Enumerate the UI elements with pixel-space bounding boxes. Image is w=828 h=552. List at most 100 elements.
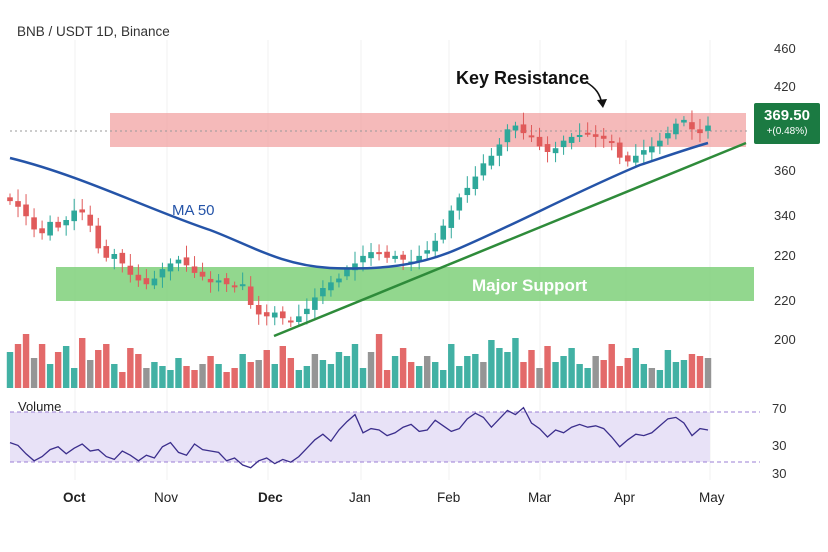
x-tick-label: Jan (349, 490, 371, 505)
support-zone (56, 267, 754, 301)
candle-body (7, 197, 13, 202)
y-tick-label: 220 (774, 248, 796, 263)
candle-body (119, 252, 126, 264)
volume-bar (54, 352, 62, 388)
volume-bar (78, 338, 86, 388)
volume-bar (608, 344, 615, 388)
candle-body (79, 209, 86, 213)
volume-bar (30, 358, 38, 388)
volume-bar (536, 368, 543, 388)
resistance-zone (110, 113, 746, 147)
candle-body (681, 119, 687, 123)
candle-body (472, 176, 479, 190)
last-price: 369.50 (764, 107, 810, 124)
candle-body (135, 274, 142, 281)
volume-bar (46, 364, 54, 388)
volume-bar (14, 344, 22, 388)
candle-body (488, 155, 495, 166)
candle-body (544, 144, 551, 152)
volume-bar (696, 356, 704, 388)
candle-body (360, 255, 366, 263)
x-tick-label: Dec (258, 490, 283, 505)
candle-body (95, 225, 102, 249)
candle-body (199, 271, 206, 277)
candle-body (127, 265, 134, 275)
x-tick-label: Mar (528, 490, 552, 505)
x-tick-label: Feb (437, 490, 460, 505)
volume-bar (87, 360, 94, 388)
volume-bar (656, 370, 664, 388)
candle-body (31, 217, 37, 230)
candle-body (592, 134, 599, 137)
ma50-line (9, 141, 709, 270)
candle-body (215, 280, 222, 283)
candle-body (464, 187, 471, 196)
volume-bar (327, 364, 335, 388)
volume-bar (223, 372, 230, 388)
last-price-badge: 369.50 +(0.48%) (754, 103, 820, 144)
candle-body (536, 136, 543, 147)
candle-body (279, 311, 286, 319)
volume-bar (616, 366, 623, 388)
oscillator-title: Volume (18, 399, 61, 414)
x-tick-label: May (699, 490, 725, 505)
volume-bar (151, 362, 158, 388)
candle-body (111, 254, 118, 259)
volume-bar (22, 334, 30, 388)
volume-bar (488, 340, 495, 388)
candle-body (55, 221, 61, 228)
candle-body (71, 210, 77, 222)
volume-bar (584, 368, 591, 388)
volume-bar (215, 364, 222, 388)
volume-bar (119, 372, 126, 388)
candle-body (480, 163, 487, 176)
volume-bar (576, 364, 583, 388)
candle-body (175, 259, 182, 264)
candle-body (528, 135, 535, 138)
volume-bar (127, 348, 134, 388)
volume-bar (704, 358, 712, 388)
candle-body (223, 278, 230, 285)
volume-bar (399, 348, 407, 388)
candle-body (552, 148, 559, 154)
volume-bar (311, 354, 319, 388)
osc-y-tick-label: 30 (772, 466, 786, 481)
volume-bar (560, 356, 567, 388)
candle-body (263, 312, 270, 317)
candle-body (600, 135, 607, 139)
candle-body (328, 282, 334, 291)
candle-body (39, 228, 45, 234)
volume-bar (103, 344, 110, 388)
volume-bar (167, 370, 174, 388)
candle-body (320, 288, 326, 297)
volume-bar (415, 366, 423, 388)
candle-body (255, 305, 262, 315)
y-tick-label: 460 (774, 41, 796, 56)
candle-body (416, 255, 422, 262)
volume-bar (38, 344, 46, 388)
volume-bar (528, 350, 535, 388)
candle-body (368, 252, 374, 259)
volume-bar (111, 364, 118, 388)
candle-body (649, 146, 655, 153)
oscillator-line (9, 406, 709, 469)
volume-bar (568, 348, 575, 388)
candle-body (624, 155, 631, 162)
volume-bar (199, 364, 206, 388)
candle-body (183, 257, 190, 266)
volume-bar (6, 352, 14, 388)
candle-body (151, 278, 158, 286)
y-tick-label: 360 (774, 163, 796, 178)
volume-bar (239, 354, 246, 388)
candle-body (312, 297, 318, 310)
candle-body (304, 308, 310, 315)
candle-body (665, 133, 671, 139)
volume-bar (552, 362, 559, 388)
candle-body (576, 135, 583, 137)
candle-body (697, 129, 703, 134)
volume-bar (343, 356, 351, 388)
x-tick-label: Apr (614, 490, 636, 505)
volume-bar (688, 354, 696, 388)
support-trendline (273, 141, 747, 338)
